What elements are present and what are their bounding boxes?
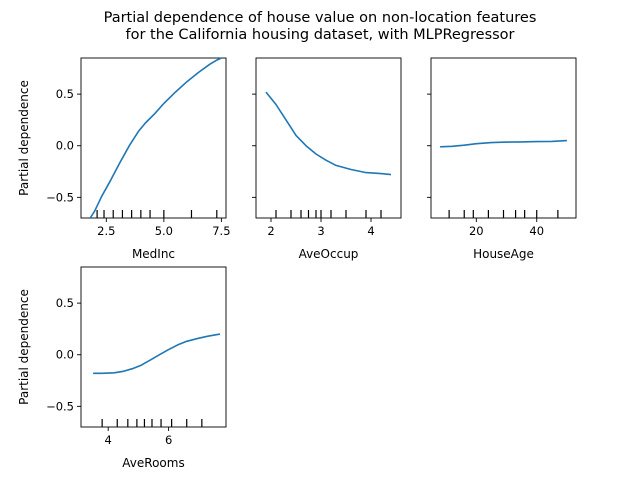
x-tick-label: 4 (105, 433, 112, 447)
x-tick-label: 5.0 (155, 224, 173, 238)
y-axis-label: Partial dependence (17, 289, 31, 405)
y-tick-label: 0.0 (56, 348, 74, 362)
axes-frame (80, 57, 227, 219)
x-tick-label: 4 (367, 224, 374, 238)
y-tick-label: 0.5 (56, 87, 74, 101)
x-axis-label: AveRooms (122, 456, 184, 470)
x-tick-label: 20 (469, 224, 484, 238)
axes-frame (80, 266, 227, 428)
subplot-1: 2.5 5.0 7.5 −0.5 0.0 0.5 MedInc Partial depende… (17, 57, 231, 261)
subplot-2: 2 3 4 AveOccup (252, 57, 402, 261)
x-tick-label: 6 (165, 433, 172, 447)
subplot-3: 20 40 HouseAge (427, 57, 577, 261)
y-tick-label: −0.5 (46, 190, 74, 204)
x-tick-label: 7.5 (212, 224, 230, 238)
pd-line (89, 57, 222, 219)
figure-title-line-2: for the California housing dataset, with… (125, 27, 514, 43)
x-tick-label: 3 (317, 224, 324, 238)
x-axis-label: AveOccup (299, 247, 359, 261)
axes-frame (255, 57, 402, 219)
x-axis-label: HouseAge (473, 247, 534, 261)
x-tick-label: 2.5 (97, 224, 115, 238)
y-axis-label: Partial dependence (17, 80, 31, 196)
figure-title-line-1: Partial dependence of house value on non… (104, 10, 537, 26)
y-tick-label: 0.5 (56, 296, 74, 310)
pd-line (265, 91, 392, 176)
subplots: 2.5 5.0 7.5 −0.5 0.0 0.5 MedInc Partial depende… (17, 57, 577, 470)
x-tick-label: 2 (267, 224, 274, 238)
pd-line (93, 333, 221, 375)
subplot-4: 4 6 −0.5 0.0 0.5 AveRooms Partial dependence (17, 266, 227, 470)
y-tick-label: 0.0 (56, 139, 74, 153)
x-axis-label: MedInc (132, 247, 175, 261)
x-tick-label: 40 (529, 224, 544, 238)
pd-line (440, 139, 567, 148)
axes-frame (430, 57, 577, 219)
y-tick-label: −0.5 (46, 399, 74, 413)
